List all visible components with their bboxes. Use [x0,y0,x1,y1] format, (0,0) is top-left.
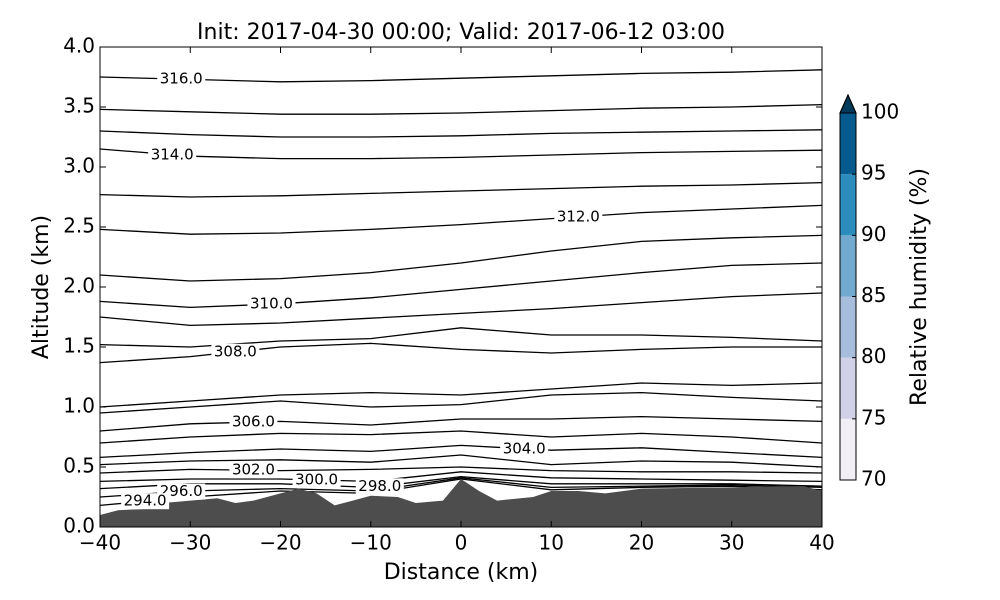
contour-line [99,69,823,83]
contour-line [99,234,823,282]
contour-label-bg [211,343,260,360]
x-tick-label: −30 [169,531,211,555]
colorbar-band [840,113,856,175]
contour-line [99,477,823,498]
contour-label-bg [157,483,206,500]
contour-line [99,382,823,408]
contour-label: 304.0 [503,439,546,457]
terrain [100,479,822,527]
colorbar-tick-label: 75 [861,405,886,429]
colorbar-band [840,235,856,297]
contour-line [99,444,823,459]
x-tick-label: 10 [539,531,564,555]
contour-label: 294.0 [124,492,167,510]
contour-line [99,103,823,115]
contour-label: 300.0 [295,470,338,488]
y-tick-label: 1.5 [63,334,95,358]
contour-line [99,471,823,483]
contour-label-bg [229,414,278,431]
contour-label: 298.0 [358,477,401,495]
chart-title: Init: 2017-04-30 00:00; Valid: 2017-06-1… [197,20,725,45]
contour-line [99,204,823,235]
contour-label: 296.0 [160,482,203,500]
x-tick-label: 0 [455,531,468,555]
contour-label: 308.0 [214,342,257,360]
colorbar-band [840,357,856,419]
y-tick-label: 1.0 [63,394,95,418]
contour-label-bg [500,440,549,457]
contour-label: 312.0 [557,207,600,225]
colorbar-tick-label: 80 [861,344,886,368]
contour-line [99,181,823,198]
contour-line [99,475,823,490]
colorbar-band [840,296,856,358]
contour-label-bg [554,208,603,225]
x-tick-label: 40 [809,531,834,555]
x-axis-label: Distance (km) [384,560,539,585]
y-axis-label: Altitude (km) [29,215,54,359]
contour-line [99,262,823,309]
colorbar-band [840,418,856,480]
colorbar-label: Relative humidity (%) [907,168,932,406]
colorbar-tick-label: 100 [861,100,899,124]
colorbar-band [840,174,856,236]
colorbar-tick-label: 95 [861,161,886,185]
colorbar-tick-label: 70 [861,467,886,491]
contour-label-bg [355,478,404,495]
contour-label: 310.0 [250,295,293,313]
contour-label: 302.0 [232,461,275,479]
y-tick-label: 4.0 [63,34,95,58]
y-tick-label: 3.5 [63,94,95,118]
contour-label-bg [247,296,296,313]
contour-line [99,148,823,160]
contour-line [99,292,823,327]
x-tick-label: −10 [350,531,392,555]
x-tick-label: −20 [259,531,301,555]
colorbar-tick-label: 85 [861,283,886,307]
x-tick-label: −40 [79,531,121,555]
contour-label: 314.0 [151,145,194,163]
contour-label-bg [292,471,341,488]
contour-label-bg [148,146,197,163]
x-tick-label: 20 [629,531,654,555]
y-tick-label: 3.0 [63,154,95,178]
y-tick-label: 0.5 [63,454,95,478]
contour-line [99,415,823,432]
contour-label-bg [121,493,170,510]
contour-label: 316.0 [160,70,203,88]
contour-label-bg [229,462,278,479]
contour-label-bg [157,71,206,88]
contour-line [99,430,823,444]
y-tick-label: 2.0 [63,274,95,298]
y-tick-label: 0.0 [63,514,95,538]
contour-line [99,391,823,414]
contour-line [99,454,823,468]
colorbar-tick-label: 90 [861,222,886,246]
contour-line [99,129,823,138]
contour-line [99,466,823,474]
y-tick-label: 2.5 [63,214,95,238]
x-tick-label: 30 [719,531,744,555]
contour-label: 306.0 [232,413,275,431]
